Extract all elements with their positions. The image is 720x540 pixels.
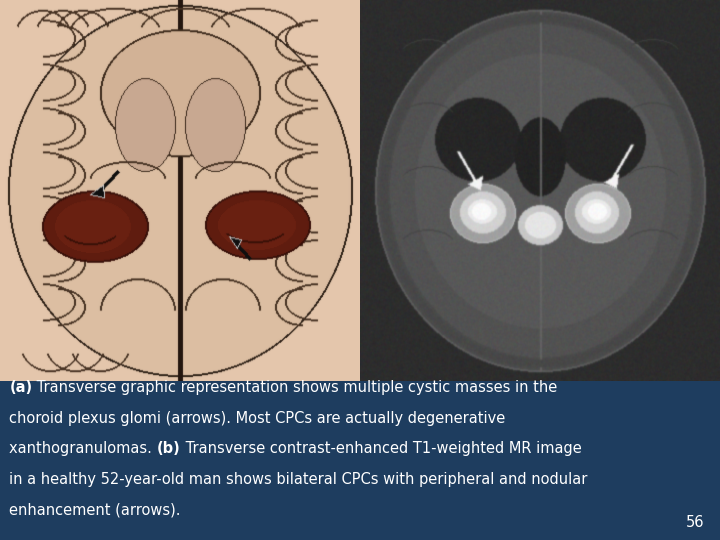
Text: (a): (a) [9,380,32,395]
Text: enhancement (arrows).: enhancement (arrows). [9,502,181,517]
Text: Transverse graphic representation shows multiple cystic masses in the: Transverse graphic representation shows … [32,380,558,395]
Text: Transverse contrast-enhanced T1-weighted MR image: Transverse contrast-enhanced T1-weighted… [181,441,581,456]
Text: choroid plexus glomi (arrows). Most CPCs are actually degenerative: choroid plexus glomi (arrows). Most CPCs… [9,411,505,426]
Text: (b): (b) [157,441,181,456]
Text: in a healthy 52-year-old man shows bilateral CPCs with peripheral and nodular: in a healthy 52-year-old man shows bilat… [9,471,588,487]
Text: xanthogranulomas.: xanthogranulomas. [9,441,157,456]
Text: 56: 56 [685,515,704,530]
